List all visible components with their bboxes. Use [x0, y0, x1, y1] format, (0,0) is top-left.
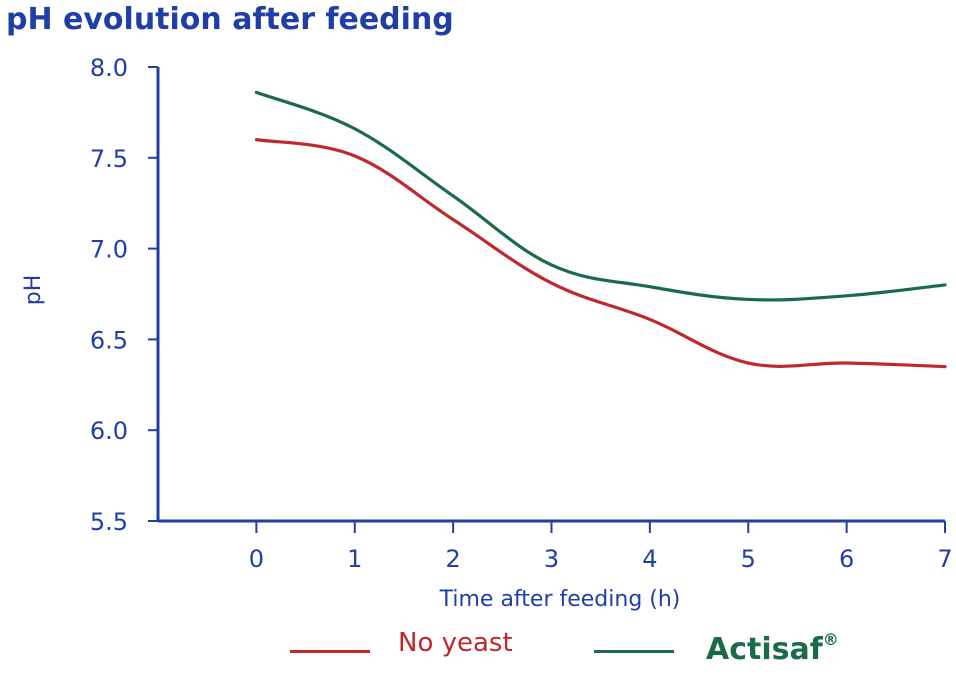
legend-label-actisaf: Actisaf® — [706, 630, 839, 667]
y-tick-label: 6.0 — [90, 417, 128, 445]
chart-axes — [156, 67, 945, 523]
y-tick-label: 7.5 — [90, 145, 128, 173]
y-tick-label: 8.0 — [90, 54, 128, 82]
chart-legend: No yeast Actisaf® — [0, 626, 956, 667]
x-axis-title: Time after feeding (h) — [439, 587, 681, 612]
x-tick-label: 5 — [741, 545, 756, 573]
x-tick-label: 2 — [445, 545, 460, 573]
chart-title: pH evolution after feeding — [6, 2, 454, 37]
series-line-actisaf — [254, 90, 947, 302]
chart-series — [254, 90, 947, 369]
x-tick-label: 3 — [544, 545, 559, 573]
y-tick-label: 7.0 — [90, 236, 128, 264]
legend-actisaf-text: Actisaf — [706, 632, 823, 667]
y-axis-title: pH — [21, 275, 46, 306]
x-tick-label: 7 — [937, 545, 952, 573]
chart-ticks: 5.5 6.0 6.5 7.0 7.5 8.0 0 1 2 3 4 5 6 7 — [90, 54, 953, 573]
x-tick-label: 0 — [249, 545, 264, 573]
x-tick-label: 4 — [642, 545, 657, 573]
series-line-no-yeast — [254, 138, 947, 369]
x-tick-label: 6 — [839, 545, 854, 573]
legend-swatch-actisaf — [594, 650, 674, 653]
x-tick-label: 1 — [347, 545, 362, 573]
y-tick-label: 6.5 — [90, 326, 128, 354]
registered-mark: ® — [822, 630, 839, 649]
legend-swatch-no-yeast — [290, 650, 370, 653]
legend-label-no-yeast: No yeast — [398, 628, 513, 658]
y-tick-label: 5.5 — [90, 508, 128, 536]
